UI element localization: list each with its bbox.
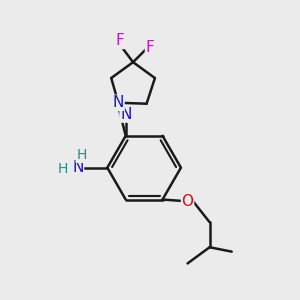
Text: H: H (57, 162, 68, 176)
Text: N: N (112, 95, 124, 110)
Text: N: N (72, 160, 83, 175)
Text: F: F (146, 40, 154, 55)
Text: F: F (116, 34, 124, 49)
Text: H: H (76, 148, 87, 162)
Text: O: O (182, 194, 194, 208)
Text: N: N (120, 107, 131, 122)
